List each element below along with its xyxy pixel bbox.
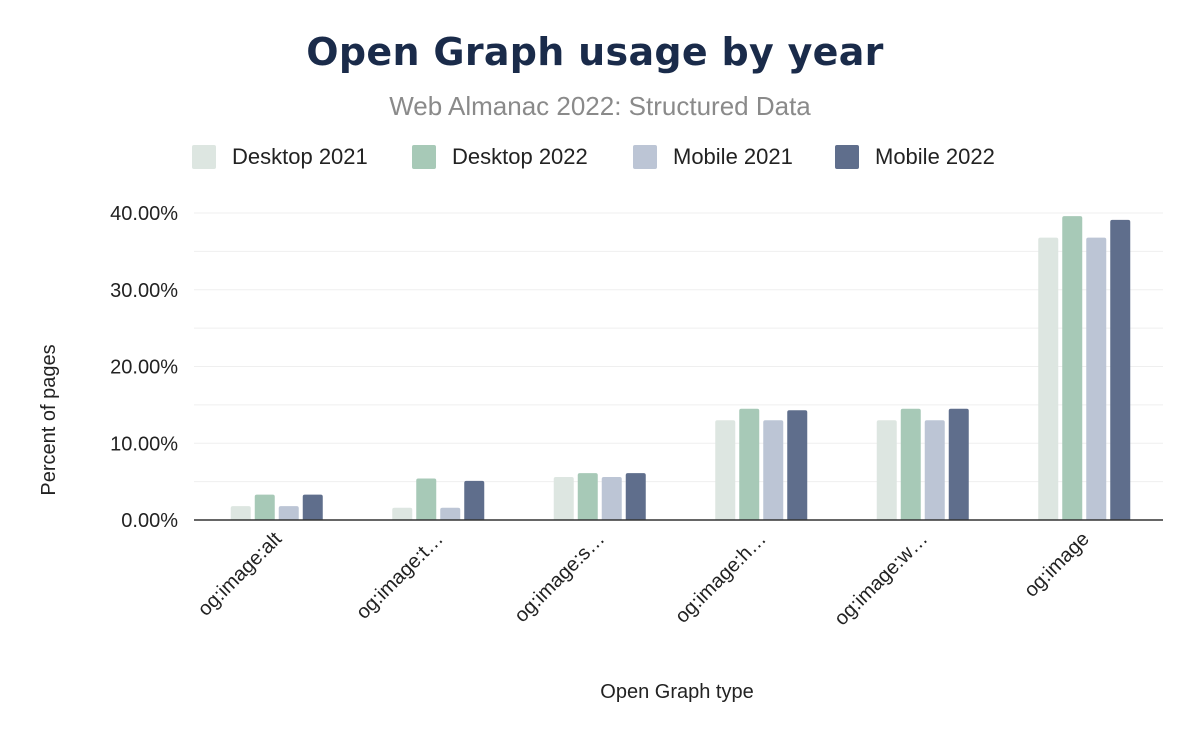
chart-subtitle: Web Almanac 2022: Structured Data: [389, 91, 811, 121]
bar[interactable]: [278, 506, 299, 520]
bar[interactable]: [876, 420, 897, 520]
bar[interactable]: [715, 420, 736, 520]
x-tick-label: og:image:alt: [194, 528, 287, 621]
legend-item-desktop-2022[interactable]: Desktop 2022: [412, 142, 588, 172]
y-tick-label: 0.00%: [121, 510, 178, 532]
x-tick-label: og:image:t…: [352, 528, 448, 624]
x-tick-label: og:image:s…: [510, 528, 609, 627]
y-tick-label: 30.00%: [110, 280, 178, 302]
legend-item-mobile-2022[interactable]: Mobile 2022: [835, 142, 995, 172]
bar[interactable]: [416, 478, 437, 520]
bar[interactable]: [900, 408, 921, 520]
bar[interactable]: [302, 494, 323, 520]
x-tick-label: og:image:w…: [830, 528, 932, 630]
bar[interactable]: [1086, 237, 1107, 520]
y-tick-label: 10.00%: [110, 433, 178, 455]
bar[interactable]: [601, 477, 622, 520]
x-tick-label: og:image:h…: [671, 528, 771, 628]
bar[interactable]: [625, 473, 646, 520]
x-tick-label: og:image: [1020, 528, 1094, 602]
chart-title: Open Graph usage by year: [306, 30, 884, 74]
bar[interactable]: [924, 420, 945, 520]
legend-label-mobile-2022: Mobile 2022: [875, 144, 995, 169]
bar[interactable]: [1110, 219, 1131, 520]
legend-label-desktop-2021: Desktop 2021: [232, 144, 368, 169]
bar[interactable]: [230, 506, 251, 520]
legend-label-mobile-2021: Mobile 2021: [673, 144, 793, 169]
legend-swatch-mobile-2022: [835, 145, 859, 169]
legend-swatch-mobile-2021: [633, 145, 657, 169]
bar[interactable]: [392, 507, 413, 520]
x-axis-title: Open Graph type: [600, 681, 753, 703]
bar[interactable]: [464, 480, 485, 520]
bar[interactable]: [553, 477, 574, 520]
legend-swatch-desktop-2021: [192, 145, 216, 169]
y-axis-title: Percent of pages: [38, 344, 60, 495]
y-tick-label: 20.00%: [110, 357, 178, 379]
legend-label-desktop-2022: Desktop 2022: [452, 144, 588, 169]
legend-swatch-desktop-2022: [412, 145, 436, 169]
bar[interactable]: [1062, 216, 1083, 520]
legend-item-desktop-2021[interactable]: Desktop 2021: [192, 142, 368, 172]
bar[interactable]: [739, 408, 760, 520]
y-tick-label: 40.00%: [110, 203, 178, 225]
legend-item-mobile-2021[interactable]: Mobile 2021: [633, 142, 793, 172]
bar[interactable]: [763, 420, 784, 520]
bar[interactable]: [440, 507, 461, 520]
bar[interactable]: [254, 494, 275, 520]
bar[interactable]: [577, 473, 598, 520]
bar[interactable]: [787, 410, 808, 520]
bar[interactable]: [948, 408, 969, 520]
bar[interactable]: [1038, 237, 1059, 520]
